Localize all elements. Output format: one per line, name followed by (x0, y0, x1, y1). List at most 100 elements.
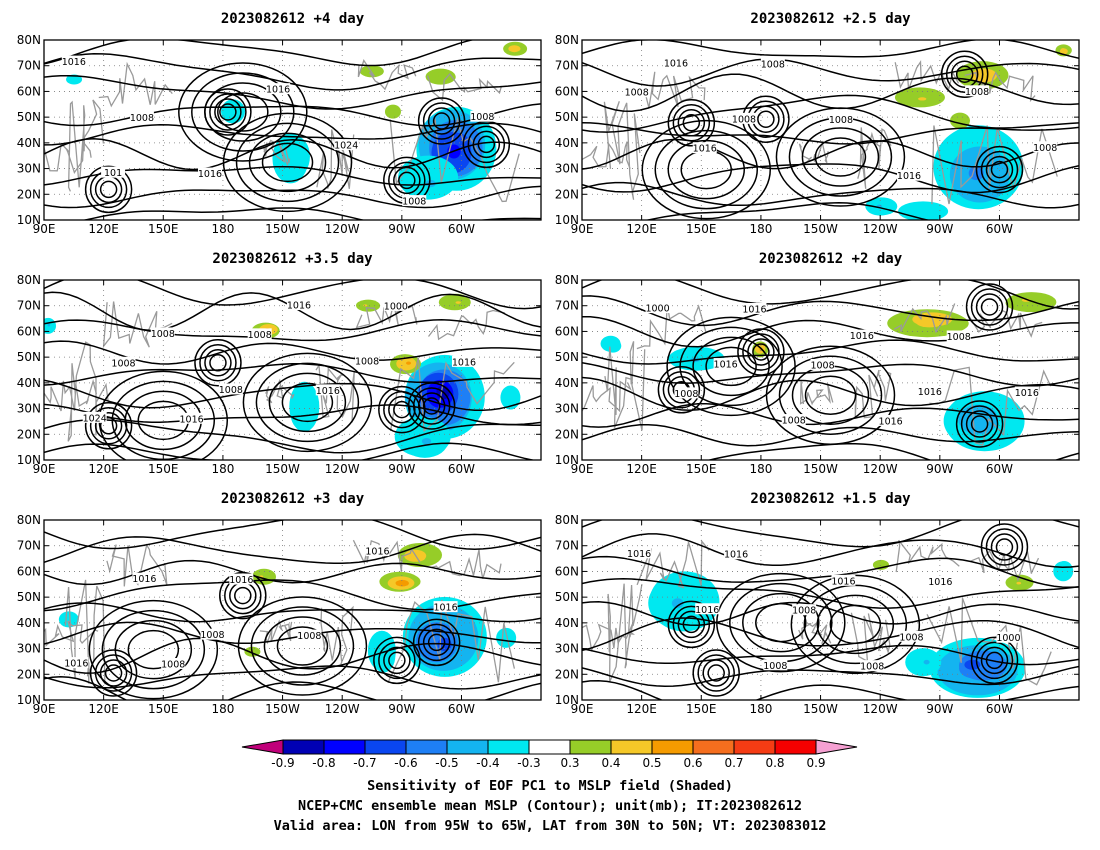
map-panel: 1008 1016 1008 1016 1000 1016 1024 1008 1008 1016… (17, 273, 542, 476)
lon-tick-label: 120E (88, 702, 119, 716)
lon-tick-label: 60W (986, 222, 1013, 236)
colorbar-label: -0.8 (312, 756, 335, 770)
contour-label: 1016 (897, 171, 921, 182)
lon-tick-label: 150E (686, 462, 717, 476)
panel-title: 2023082612 +3.5 day (212, 251, 373, 267)
colorbar-label: -0.3 (517, 756, 540, 770)
colorbar-swatch (610, 739, 653, 755)
map-panel: 1016 1008 1008 1016 1000 1016 1016 1008 1016 1008… (555, 513, 1080, 716)
contour-label: 1016 (132, 574, 156, 585)
lat-tick-label: 20N (555, 667, 579, 681)
panel-title: 2023082612 +4 day (221, 11, 365, 27)
lon-tick-label: 150W (265, 702, 300, 716)
lat-tick-label: 50N (555, 590, 579, 604)
colorbar-swatch (692, 739, 735, 755)
mslp-contours (582, 280, 1079, 460)
lon-tick-label: 120E (88, 222, 119, 236)
lat-tick-label: 40N (555, 376, 579, 390)
caption-line-1: Sensitivity of EOF PC1 to MSLP field (Sh… (367, 778, 733, 794)
lon-tick-label: 60W (448, 222, 475, 236)
lon-tick-label: 120W (863, 462, 898, 476)
contour-label: 1008 (248, 330, 272, 341)
lon-tick-label: 60W (448, 702, 475, 716)
map-frame (581, 519, 1080, 701)
lon-tick-label: 90E (33, 222, 56, 236)
colorbar-swatch (774, 739, 817, 755)
lat-tick-label: 60N (17, 84, 41, 98)
contour-label: 1008 (470, 112, 494, 123)
map-frame (43, 519, 542, 701)
lon-tick-label: 90W (926, 702, 953, 716)
colorbar-swatch (446, 739, 489, 755)
lon-tick-label: 180 (749, 462, 772, 476)
colorbar-swatch (651, 739, 694, 755)
lat-tick-label: 60N (555, 564, 579, 578)
map-panel: 1008 1016 1008 1016 1016 1016 1016 1008 90E 120E 1… (17, 513, 542, 716)
contour-label: 1016 (452, 357, 476, 368)
contour-label: 1016 (714, 360, 738, 371)
colorbar-swatch (405, 739, 448, 755)
lat-tick-label: 70N (17, 59, 41, 73)
mslp-contours (44, 520, 541, 700)
lon-tick-label: 90E (571, 462, 594, 476)
lon-tick-label: 180 (749, 222, 772, 236)
lat-tick-label: 80N (555, 33, 579, 47)
contour-label: 1016 (627, 549, 651, 560)
colorbar-label: 0.9 (806, 756, 825, 770)
contour-label: 1008 (761, 59, 785, 70)
panel-title: 2023082612 +1.5 day (750, 491, 911, 507)
lat-tick-label: 30N (555, 402, 579, 416)
colorbar-label: 0.8 (765, 756, 784, 770)
lat-tick-label: 50N (555, 110, 579, 124)
lat-tick-label: 50N (17, 110, 41, 124)
contour-label: 1008 (674, 389, 698, 400)
contour-label: 1016 (664, 58, 688, 69)
colorbar-swatch (733, 739, 776, 755)
contour-labels: 1008 1016 1008 1008 1016 1008 1008 1016 1008 (625, 56, 1057, 182)
lat-tick-label: 80N (555, 513, 579, 527)
colorbar-label: 0.5 (642, 756, 661, 770)
lon-tick-label: 120E (626, 222, 657, 236)
contour-labels: 1008 1016 1008 1016 1008 1016 1000 1016 1008 1016… (645, 302, 1039, 427)
lat-tick-label: 10N (17, 453, 41, 467)
contour-label: 1016 (1015, 388, 1039, 399)
lat-tick-label: 10N (555, 453, 579, 467)
contour-label: 1008 (732, 114, 756, 125)
lat-tick-label: 20N (17, 667, 41, 681)
lat-tick-label: 60N (555, 84, 579, 98)
colorbar-low-arrow (241, 739, 284, 755)
contour-label: 1016 (850, 331, 874, 342)
contour-label: 1016 (62, 57, 86, 68)
contour-labels: 1008 1016 1008 1016 1000 1016 1024 1008 1008 1016… (83, 299, 476, 425)
map-panel: 1008 1016 1008 1016 1008 1016 1000 1016 1008 1016… (555, 273, 1080, 476)
lat-tick-label: 80N (555, 273, 579, 287)
lat-tick-label: 50N (17, 350, 41, 364)
mslp-contours (44, 40, 541, 220)
lat-tick-label: 10N (555, 213, 579, 227)
contour-label: 1008 (810, 360, 834, 371)
contour-label: 1016 (831, 576, 855, 587)
lat-tick-label: 10N (17, 693, 41, 707)
lat-tick-label: 50N (17, 590, 41, 604)
contour-label: 1008 (947, 332, 971, 343)
colorbar-swatch (569, 739, 612, 755)
lon-tick-label: 150W (803, 462, 838, 476)
contour-label: 1016 (365, 547, 389, 558)
colorbar-label: -0.6 (394, 756, 417, 770)
lat-tick-label: 70N (555, 539, 579, 553)
contour-label: 1016 (198, 169, 222, 180)
lat-tick-label: 30N (555, 642, 579, 656)
contour-label: 1008 (965, 87, 989, 98)
colorbar-swatch (282, 739, 325, 755)
lat-tick-label: 30N (17, 642, 41, 656)
lat-tick-label: 70N (555, 299, 579, 313)
colorbar-high-arrow (815, 739, 858, 755)
lon-tick-label: 150W (803, 702, 838, 716)
lon-tick-label: 150W (265, 222, 300, 236)
panel-title: 2023082612 +3 day (221, 491, 365, 507)
axis-ticks: 90E 120E 150E 180 150W 120W 90W 60W 80N 70N 60N 50N… (555, 273, 1079, 476)
lon-tick-label: 120W (863, 702, 898, 716)
colorbar-label: -0.9 (271, 756, 294, 770)
lon-tick-label: 60W (986, 702, 1013, 716)
